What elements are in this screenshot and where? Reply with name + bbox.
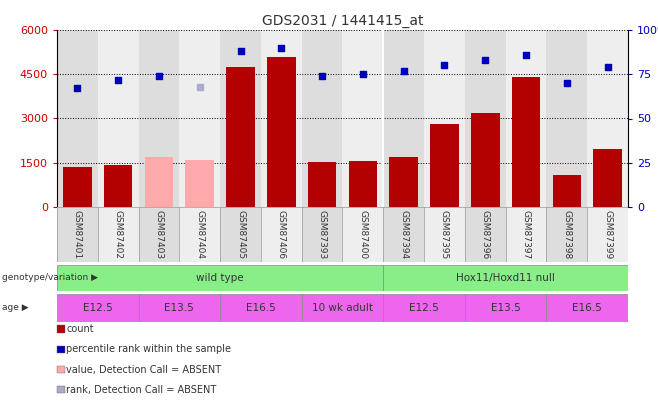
Bar bbox=[302, 294, 384, 322]
Text: count: count bbox=[66, 324, 94, 334]
Bar bbox=[302, 207, 343, 262]
Text: GSM87403: GSM87403 bbox=[155, 210, 163, 259]
Text: E12.5: E12.5 bbox=[409, 303, 439, 313]
Bar bbox=[180, 207, 220, 262]
Bar bbox=[587, 30, 628, 207]
Bar bbox=[220, 30, 261, 207]
Text: E16.5: E16.5 bbox=[572, 303, 602, 313]
Text: rank, Detection Call = ABSENT: rank, Detection Call = ABSENT bbox=[66, 385, 216, 395]
Bar bbox=[465, 30, 505, 207]
Text: GSM87405: GSM87405 bbox=[236, 210, 245, 259]
Bar bbox=[587, 207, 628, 262]
Bar bbox=[139, 30, 180, 207]
Text: GSM87406: GSM87406 bbox=[277, 210, 286, 259]
Bar bbox=[145, 157, 173, 207]
Text: E13.5: E13.5 bbox=[491, 303, 520, 313]
Bar bbox=[505, 30, 546, 207]
Bar bbox=[302, 30, 343, 207]
Bar bbox=[57, 207, 98, 262]
Text: GSM87396: GSM87396 bbox=[481, 210, 490, 259]
Bar bbox=[63, 167, 91, 207]
Bar bbox=[505, 207, 546, 262]
Bar bbox=[226, 67, 255, 207]
Bar bbox=[546, 207, 587, 262]
Point bbox=[398, 68, 409, 74]
Text: value, Detection Call = ABSENT: value, Detection Call = ABSENT bbox=[66, 364, 222, 375]
Bar bbox=[512, 77, 540, 207]
Bar bbox=[98, 30, 139, 207]
Bar bbox=[553, 175, 581, 207]
Text: GSM87395: GSM87395 bbox=[440, 210, 449, 259]
Bar bbox=[220, 207, 261, 262]
Bar bbox=[343, 30, 384, 207]
Point bbox=[602, 64, 613, 70]
Bar bbox=[343, 207, 384, 262]
Bar bbox=[104, 165, 132, 207]
Bar bbox=[267, 57, 295, 207]
Bar bbox=[390, 157, 418, 207]
Bar bbox=[384, 294, 465, 322]
Bar bbox=[186, 160, 214, 207]
Point bbox=[195, 83, 205, 90]
Text: percentile rank within the sample: percentile rank within the sample bbox=[66, 344, 232, 354]
Bar bbox=[139, 294, 220, 322]
Text: GSM87404: GSM87404 bbox=[195, 210, 204, 259]
Point bbox=[154, 73, 164, 79]
Text: genotype/variation ▶: genotype/variation ▶ bbox=[2, 273, 98, 283]
Point bbox=[236, 48, 246, 55]
Bar bbox=[308, 162, 336, 207]
Bar bbox=[471, 113, 499, 207]
Text: GSM87397: GSM87397 bbox=[522, 210, 530, 259]
Bar bbox=[98, 207, 139, 262]
Bar bbox=[349, 161, 377, 207]
Bar bbox=[594, 149, 622, 207]
Bar bbox=[424, 30, 465, 207]
Point bbox=[480, 57, 490, 63]
Bar bbox=[465, 207, 505, 262]
Bar bbox=[546, 294, 628, 322]
Text: Hox11/Hoxd11 null: Hox11/Hoxd11 null bbox=[456, 273, 555, 283]
Bar bbox=[261, 207, 302, 262]
Point bbox=[276, 45, 287, 51]
Bar bbox=[139, 207, 180, 262]
Text: GSM87402: GSM87402 bbox=[114, 210, 122, 259]
Bar bbox=[261, 30, 302, 207]
Bar bbox=[57, 30, 98, 207]
Point bbox=[317, 73, 328, 79]
Point bbox=[113, 76, 124, 83]
Bar bbox=[384, 207, 424, 262]
Point bbox=[358, 71, 368, 77]
Text: GSM87400: GSM87400 bbox=[359, 210, 367, 259]
Bar bbox=[220, 294, 302, 322]
Bar bbox=[57, 294, 139, 322]
Text: age ▶: age ▶ bbox=[2, 303, 28, 313]
Bar bbox=[384, 265, 628, 291]
Text: wild type: wild type bbox=[196, 273, 244, 283]
Point bbox=[439, 62, 449, 68]
Text: GSM87401: GSM87401 bbox=[73, 210, 82, 259]
Point bbox=[520, 51, 531, 58]
Text: E12.5: E12.5 bbox=[83, 303, 113, 313]
Text: GSM87398: GSM87398 bbox=[563, 210, 571, 259]
Text: GSM87393: GSM87393 bbox=[318, 210, 326, 259]
Text: E16.5: E16.5 bbox=[246, 303, 276, 313]
Bar bbox=[465, 294, 546, 322]
Title: GDS2031 / 1441415_at: GDS2031 / 1441415_at bbox=[262, 14, 423, 28]
Text: GSM87394: GSM87394 bbox=[399, 210, 408, 259]
Point bbox=[72, 85, 83, 92]
Text: E13.5: E13.5 bbox=[164, 303, 194, 313]
Text: GSM87399: GSM87399 bbox=[603, 210, 612, 259]
Bar bbox=[424, 207, 465, 262]
Text: 10 wk adult: 10 wk adult bbox=[312, 303, 373, 313]
Bar bbox=[57, 265, 384, 291]
Bar bbox=[430, 124, 459, 207]
Bar bbox=[180, 30, 220, 207]
Point bbox=[561, 80, 572, 86]
Bar bbox=[546, 30, 587, 207]
Bar bbox=[384, 30, 424, 207]
